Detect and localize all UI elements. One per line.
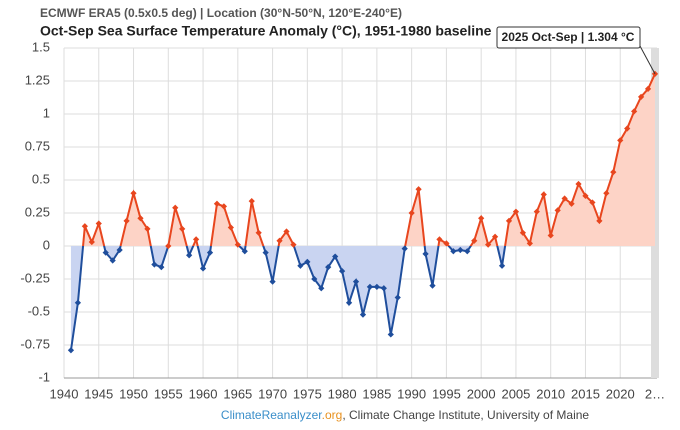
source-site: ClimateReanalyzer bbox=[221, 408, 322, 422]
point bbox=[366, 283, 374, 291]
annotation-pointer bbox=[639, 45, 656, 75]
source: ClimateReanalyzer.org, Climate Change In… bbox=[221, 408, 590, 422]
point bbox=[234, 241, 241, 248]
y-tick-label: -1 bbox=[38, 369, 50, 384]
point bbox=[67, 347, 75, 354]
x-tick-label: 1940 bbox=[50, 386, 79, 401]
point bbox=[186, 252, 193, 259]
point bbox=[339, 267, 346, 275]
x-tick-label: 2020 bbox=[606, 386, 635, 401]
point bbox=[540, 191, 547, 198]
point bbox=[373, 283, 380, 291]
x-tick-label: 2… bbox=[645, 386, 665, 401]
point bbox=[498, 262, 506, 269]
x-tick-label: 1960 bbox=[189, 386, 218, 401]
x-tick-label: 1995 bbox=[432, 386, 461, 401]
point bbox=[227, 224, 234, 231]
x-tick-label: 2000 bbox=[467, 386, 496, 401]
point bbox=[213, 200, 221, 207]
point bbox=[269, 278, 276, 285]
point bbox=[123, 217, 130, 225]
y-tick-label: 0.75 bbox=[25, 138, 50, 153]
x-tick-label: 1985 bbox=[362, 386, 391, 401]
chart-subtitle: ECMWF ERA5 (0.5x0.5 deg) | Location (30°… bbox=[40, 6, 402, 20]
point bbox=[130, 190, 137, 197]
point bbox=[352, 278, 360, 285]
y-tick-label: 0.25 bbox=[25, 204, 50, 219]
point bbox=[478, 215, 485, 222]
y-tick-label: -0.75 bbox=[20, 336, 50, 351]
point bbox=[241, 248, 248, 255]
source-tld: .org bbox=[322, 408, 343, 422]
annotation-box bbox=[496, 26, 641, 49]
x-tick-label: 1970 bbox=[258, 386, 287, 401]
x-tick-label: 1950 bbox=[119, 386, 148, 401]
point bbox=[429, 282, 436, 289]
x-tick-label: 1945 bbox=[84, 386, 113, 401]
point bbox=[165, 242, 172, 250]
x-tick-label: 2010 bbox=[536, 386, 565, 401]
y-tick-label: 0.5 bbox=[32, 171, 50, 186]
x-tick-label: 1965 bbox=[223, 386, 252, 401]
point bbox=[137, 215, 144, 222]
point bbox=[394, 294, 401, 301]
area-below bbox=[70, 246, 655, 351]
x-tick-label: 1980 bbox=[328, 386, 357, 401]
point bbox=[345, 299, 353, 306]
annotation: 2025 Oct-Sep | 1.304 °C bbox=[502, 30, 635, 44]
point bbox=[192, 236, 200, 243]
point bbox=[220, 203, 228, 210]
y-tick-label: 0 bbox=[43, 237, 50, 252]
point bbox=[311, 275, 318, 283]
point bbox=[81, 223, 88, 230]
y-tick-label: 1 bbox=[43, 105, 50, 120]
x-tick-label: 1955 bbox=[154, 386, 183, 401]
point bbox=[262, 249, 269, 256]
chart-title: Oct-Sep Sea Surface Temperature Anomaly … bbox=[40, 23, 492, 39]
x-tick-label: 2015 bbox=[571, 386, 600, 401]
plot: 1.5 1.25 1 0.75 0.5 0.25 0 -0.25 -0.5 -0.75 -11940… bbox=[20, 26, 665, 401]
point bbox=[297, 262, 304, 269]
point bbox=[304, 258, 311, 265]
x-tick-label: 1975 bbox=[293, 386, 322, 401]
y-tick-label: 1.5 bbox=[32, 39, 50, 54]
point bbox=[172, 204, 179, 211]
point bbox=[318, 285, 325, 292]
area-above bbox=[70, 73, 655, 246]
point bbox=[88, 238, 95, 246]
source-rest: , Climate Change Institute, University o… bbox=[342, 408, 589, 422]
y-tick-label: 1.25 bbox=[25, 72, 50, 87]
point bbox=[248, 198, 255, 205]
point bbox=[359, 311, 367, 318]
point bbox=[457, 246, 464, 254]
x-tick-label: 1990 bbox=[397, 386, 426, 401]
y-tick-label: -0.25 bbox=[20, 270, 50, 285]
point bbox=[380, 285, 387, 292]
point bbox=[144, 225, 151, 232]
point bbox=[179, 225, 186, 232]
x-tick-label: 2005 bbox=[501, 386, 530, 401]
point bbox=[415, 186, 422, 193]
point bbox=[95, 220, 102, 227]
point bbox=[325, 264, 332, 271]
point bbox=[199, 265, 207, 272]
point bbox=[387, 331, 394, 338]
y-tick-label: -0.5 bbox=[28, 303, 50, 318]
